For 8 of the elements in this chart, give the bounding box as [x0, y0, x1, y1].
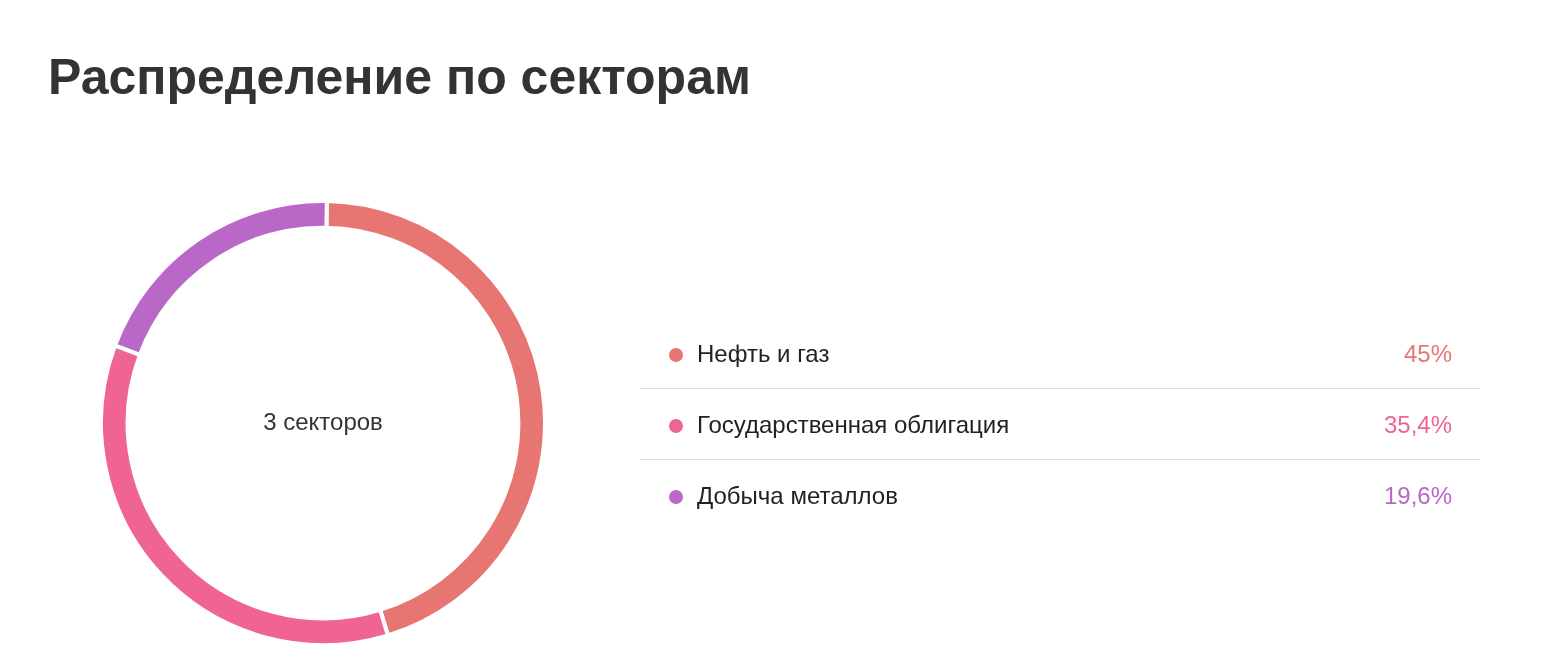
legend-label: Добыча металлов [697, 481, 898, 509]
data-label: 45% [1403, 339, 1452, 367]
text: 3 секторов [263, 407, 383, 435]
legend-label: Государственная облигация [697, 410, 1010, 438]
data-label: 35,4% [1383, 410, 1452, 438]
legend-label: Нефть и газ [697, 339, 830, 367]
chart-title: Распределение по секторам [48, 48, 751, 106]
data-label: 19,6% [1383, 481, 1452, 509]
